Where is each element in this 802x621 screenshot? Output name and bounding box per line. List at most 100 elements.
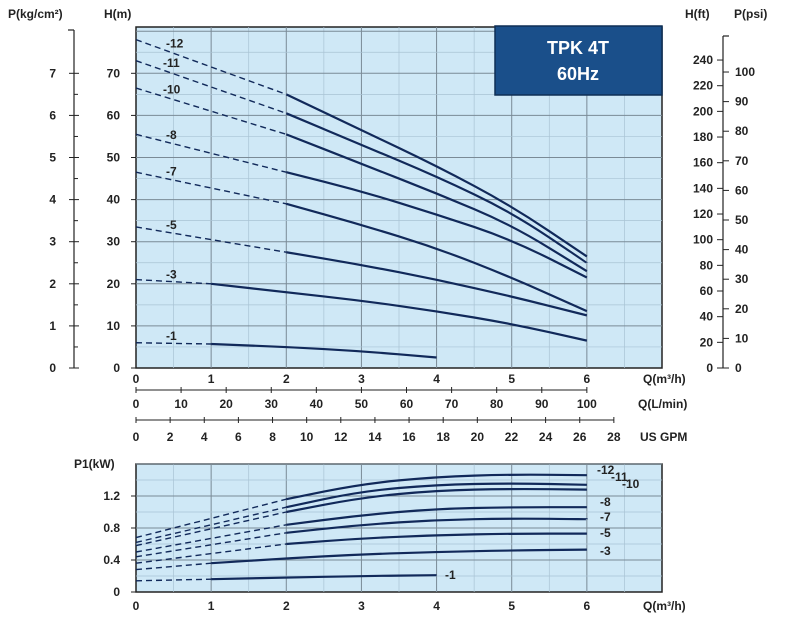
pressure-kg-tick-label: 2 — [49, 277, 56, 291]
power-y-tick-label: 0 — [113, 585, 120, 599]
head-ft-axis-label: H(ft) — [685, 7, 710, 21]
flow-gpm-tick-label: 0 — [133, 430, 140, 444]
head-y-tick-label: 70 — [107, 66, 121, 80]
head-ft-tick-label: 0 — [706, 361, 713, 375]
power-curve-label--7: -7 — [600, 510, 611, 524]
curve--5 — [286, 532, 587, 546]
head-ft-tick-label: 220 — [693, 79, 713, 93]
power-x-tick-label: 4 — [433, 599, 440, 613]
power-curve-label--5: -5 — [600, 526, 611, 540]
pressure-psi-tick-label: 80 — [735, 124, 749, 138]
flow-gpm-axis-label: US GPM — [640, 430, 687, 444]
flow-lmin-tick-label: 50 — [355, 397, 369, 411]
curve--8 — [286, 171, 588, 279]
power-x-tick-label: 6 — [584, 599, 591, 613]
flow-gpm-tick-label: 6 — [235, 430, 242, 444]
curve-label--10: -10 — [163, 82, 181, 96]
head-ft-tick-label: 100 — [693, 233, 713, 247]
flow-gpm-tick-label: 2 — [167, 430, 174, 444]
power-x-tick-label: 2 — [283, 599, 290, 613]
flow-lmin-tick-label: 40 — [310, 397, 324, 411]
chart-subtitle: 60Hz — [557, 64, 599, 84]
power-x-tick-label: 5 — [508, 599, 515, 613]
pressure-psi-tick-label: 10 — [735, 331, 749, 345]
flow-lmin-axis-label: Q(L/min) — [638, 397, 687, 411]
pressure-psi-tick-label: 60 — [735, 183, 749, 197]
curve--11 — [286, 482, 587, 509]
power-chart-plot-area — [135, 463, 663, 593]
head-x-tick-label: 0 — [133, 372, 140, 386]
flow-lmin-tick-label: 90 — [535, 397, 549, 411]
curve--12 — [286, 473, 587, 501]
flow-gpm-tick-label: 24 — [539, 430, 553, 444]
head-y-tick-label: 0 — [113, 361, 120, 375]
power-x-tick-label: 3 — [358, 599, 365, 613]
head-y-tick-label: 60 — [107, 108, 121, 122]
curve-dashed--5 — [135, 226, 287, 253]
curve-label--3: -3 — [166, 267, 177, 281]
curve--1 — [211, 342, 437, 359]
flow-lmin-tick-label: 100 — [577, 397, 597, 411]
curve-dashed--12 — [135, 38, 287, 96]
pressure-kg-tick-label: 3 — [49, 235, 56, 249]
pressure-kg-tick-label: 5 — [49, 151, 56, 165]
power-x-axis-label: Q(m³/h) — [643, 599, 686, 613]
curve-dashed--1 — [135, 578, 212, 582]
head-curves: -12 -11 -10 -8 -7 -5 -3 -1 — [135, 37, 588, 359]
curve-label--8: -8 — [166, 128, 177, 142]
curve-dashed--8 — [135, 133, 287, 173]
pressure-kg-tick-label: 7 — [49, 66, 56, 80]
flow-lmin-tick-label: 10 — [174, 397, 188, 411]
pressure-psi-tick-label: 40 — [735, 243, 749, 257]
curve-label--5: -5 — [166, 218, 177, 232]
curve--10 — [286, 487, 587, 514]
power-curve-label--11: -11 — [611, 470, 628, 484]
pressure-kg-axis-label: P(kg/cm²) — [8, 7, 63, 21]
curve-dashed--8 — [135, 524, 287, 553]
curve-label--11: -11 — [163, 56, 180, 70]
head-x-axis-label: Q(m³/h) — [643, 372, 686, 386]
title-box: TPK 4T 60Hz — [494, 25, 663, 96]
power-y-axis-label: P1(kW) — [74, 457, 115, 471]
curve-dashed--10 — [135, 511, 287, 547]
flow-gpm-tick-label: 12 — [334, 430, 348, 444]
head-x-tick-label: 6 — [584, 372, 591, 386]
pressure-psi-axis-label: P(psi) — [734, 7, 767, 21]
flow-lmin-tick-label: 30 — [265, 397, 279, 411]
pressure-kg-tick-label: 0 — [49, 361, 56, 375]
flow-gpm-tick-label: 16 — [402, 430, 416, 444]
pressure-psi-tick-label: 50 — [735, 213, 749, 227]
curve-dashed--5 — [135, 543, 287, 564]
head-y-tick-label: 40 — [107, 193, 121, 207]
curve-label--12: -12 — [166, 37, 184, 51]
power-y-tick-label: 0.8 — [103, 521, 120, 535]
head-ft-tick-label: 60 — [700, 284, 714, 298]
power-curve-label--10: -10 — [622, 477, 640, 491]
flow-lmin-tick-label: 20 — [219, 397, 233, 411]
head-ft-tick-label: 240 — [693, 53, 713, 67]
flow-gpm-tick-label: 18 — [437, 430, 451, 444]
flow-gpm-tick-label: 20 — [471, 430, 485, 444]
power-curve-label--1: -1 — [445, 568, 456, 582]
curve--5 — [286, 251, 588, 317]
curve--10 — [285, 133, 588, 273]
power-curve-label--3: -3 — [600, 544, 611, 558]
power-y-tick-label: 1.2 — [103, 489, 120, 503]
pressure-psi-tick-label: 70 — [735, 154, 749, 168]
pressure-psi-tick-label: 20 — [735, 302, 749, 316]
head-x-tick-label: 4 — [433, 372, 440, 386]
flow-lmin-tick-label: 70 — [445, 397, 459, 411]
power-x-tick-label: 0 — [133, 599, 140, 613]
pressure-kg-tick-label: 6 — [49, 108, 56, 122]
pressure-psi-tick-label: 0 — [735, 361, 742, 375]
curve-label--7: -7 — [166, 165, 177, 179]
flow-gpm-tick-label: 26 — [573, 430, 587, 444]
flow-gpm-tick-label: 28 — [607, 430, 621, 444]
curve--7 — [285, 202, 588, 313]
flow-gpm-tick-label: 22 — [505, 430, 519, 444]
head-y-axis-label: H(m) — [104, 7, 131, 21]
curve--3 — [211, 548, 587, 565]
pressure-psi-tick-label: 100 — [735, 65, 755, 79]
pressure-psi-tick-label: 30 — [735, 272, 749, 286]
curve-dashed--7 — [135, 532, 287, 558]
